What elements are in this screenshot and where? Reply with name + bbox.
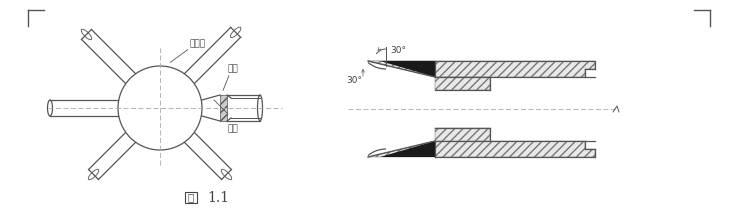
Text: 空心球: 空心球	[190, 39, 206, 48]
Polygon shape	[435, 141, 595, 157]
Polygon shape	[380, 61, 435, 77]
Bar	[435, 77, 490, 90]
Polygon shape	[368, 141, 435, 157]
Bar	[185, 192, 197, 203]
Text: 套管: 套管	[228, 64, 239, 73]
Polygon shape	[368, 61, 435, 77]
Polygon shape	[368, 61, 435, 77]
Text: 30°: 30°	[390, 46, 406, 55]
Polygon shape	[380, 141, 435, 157]
Text: 图: 图	[188, 192, 194, 203]
Text: 30°: 30°	[346, 76, 362, 85]
Polygon shape	[435, 61, 595, 77]
Text: 钢管: 钢管	[228, 124, 239, 133]
Bar	[220, 95, 227, 121]
Text: 1.1: 1.1	[207, 191, 229, 204]
Bar	[435, 128, 490, 141]
